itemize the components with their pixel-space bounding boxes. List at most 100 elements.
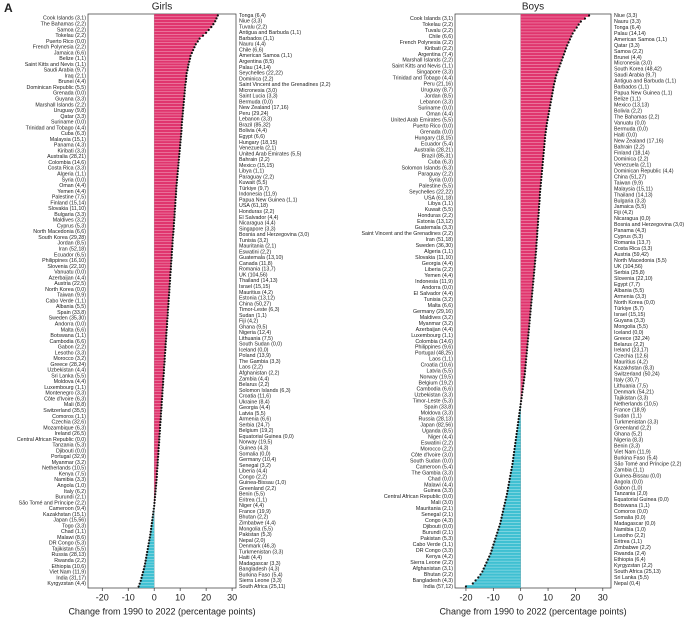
- country-label: Finland (15,14): [50, 200, 86, 206]
- bar: [520, 238, 537, 242]
- estimate-dot: [519, 400, 523, 403]
- bar: [520, 154, 544, 158]
- estimate-dot: [174, 198, 177, 202]
- country-label: Saint Kitts and Nevis (1,1): [392, 64, 453, 70]
- country-label: Malaysia (15,1): [50, 137, 86, 143]
- bar: [154, 435, 160, 438]
- estimate-dot: [172, 224, 175, 228]
- bar: [515, 441, 521, 445]
- estimate-dot: [168, 291, 171, 294]
- bar: [154, 305, 169, 309]
- estimate-dot: [545, 122, 549, 125]
- country-label: Armenia (3,3): [614, 294, 646, 300]
- estimate-dot: [162, 374, 165, 378]
- country-label: Zambia (1,1): [614, 467, 644, 473]
- bar: [154, 426, 161, 430]
- estimate-dot: [561, 56, 564, 59]
- bar: [514, 450, 521, 454]
- x-tick-label: 30: [227, 592, 237, 602]
- country-label: Bahrain (2,2): [614, 144, 645, 150]
- bar: [154, 279, 171, 283]
- estimate-dot: [156, 461, 159, 464]
- country-label: North Korea (0,0): [45, 287, 86, 293]
- bar: [509, 477, 521, 481]
- estimate-dot: [541, 166, 544, 170]
- bar: [520, 175, 542, 179]
- estimate-dot: [526, 343, 529, 346]
- bar: [154, 392, 163, 395]
- bar: [514, 444, 521, 448]
- estimate-dot: [166, 308, 170, 311]
- country-label: South Africa (25,11): [239, 584, 286, 590]
- estimate-dot: [511, 459, 514, 463]
- country-label: Belgium (19,2): [239, 428, 274, 434]
- bar: [520, 139, 545, 143]
- bar: [520, 328, 529, 331]
- country-label: Central African Republic (0,0): [384, 494, 453, 500]
- country-label: Barbados (1,1): [614, 85, 649, 91]
- bar: [520, 280, 534, 283]
- bar: [475, 579, 521, 582]
- country-label: Niue (3,3): [614, 13, 637, 19]
- estimate-dot: [169, 276, 172, 280]
- bar: [154, 389, 163, 392]
- x-tick-label: 10: [175, 592, 185, 602]
- country-label: Australia (28,21): [47, 154, 86, 160]
- country-label: South Korea (29,28): [38, 235, 86, 241]
- country-label: Chad (1,1): [61, 529, 86, 535]
- country-label: Cameroon (5,4): [416, 464, 453, 470]
- country-label: Maldives (3,2): [53, 218, 86, 224]
- estimate-dot: [499, 519, 502, 522]
- country-label: Romania (13,7): [614, 240, 651, 246]
- country-label: UK (104,56): [239, 272, 268, 278]
- estimate-dot: [180, 121, 184, 124]
- bar: [520, 274, 534, 277]
- country-label: Serbia (25,8): [614, 270, 645, 276]
- country-label: Kenya (7,5): [59, 471, 87, 477]
- country-label: Qatar (3,3): [614, 43, 640, 49]
- estimate-dot: [179, 144, 182, 147]
- estimate-dot: [172, 227, 175, 230]
- country-label: Antigua and Barbuda (1,1): [239, 30, 301, 36]
- bar: [154, 112, 183, 115]
- country-label: Cook Islands (3,1): [43, 16, 86, 22]
- country-label: Iceland (0,0): [614, 330, 644, 336]
- bar: [520, 85, 554, 89]
- country-label: Central African Republic (0,0): [17, 437, 86, 443]
- country-label: Panama (4,3): [54, 143, 86, 149]
- estimate-dot: [166, 320, 169, 323]
- bar: [517, 423, 521, 427]
- bar: [154, 377, 164, 381]
- country-label: Malta (6,6): [428, 303, 454, 309]
- bar: [520, 319, 530, 322]
- estimate-dot: [137, 585, 140, 588]
- bar: [520, 351, 527, 355]
- bar: [520, 112, 549, 116]
- bar: [520, 301, 532, 304]
- bar: [520, 334, 529, 337]
- estimate-dot: [492, 543, 495, 546]
- country-label: Burkina Faso (5,4): [614, 455, 658, 461]
- bar: [154, 267, 171, 271]
- bar: [520, 199, 540, 203]
- estimate-dot: [161, 389, 164, 392]
- country-label: Iraq (2,1): [65, 73, 87, 79]
- bar: [512, 459, 521, 463]
- country-label: Sri Lanka (5,5): [51, 373, 86, 379]
- country-label: Turkmenistan (3,3): [239, 549, 283, 555]
- country-label: Canada (11,8): [239, 261, 273, 267]
- estimate-dot: [537, 214, 540, 217]
- country-label: Jordan (8,5): [57, 241, 86, 247]
- estimate-dot: [504, 498, 507, 501]
- estimate-dot: [154, 493, 157, 496]
- country-label: DR Congo (5,3): [49, 541, 86, 547]
- bar: [482, 570, 521, 573]
- estimate-dot: [186, 66, 190, 69]
- bar: [520, 232, 538, 236]
- estimate-dot: [565, 47, 568, 50]
- bar: [520, 357, 527, 361]
- country-label: Slovenia (22,10): [47, 264, 86, 270]
- country-label: Burkina Faso (5,4): [239, 572, 283, 578]
- bar: [487, 558, 521, 561]
- estimate-dot: [551, 92, 554, 95]
